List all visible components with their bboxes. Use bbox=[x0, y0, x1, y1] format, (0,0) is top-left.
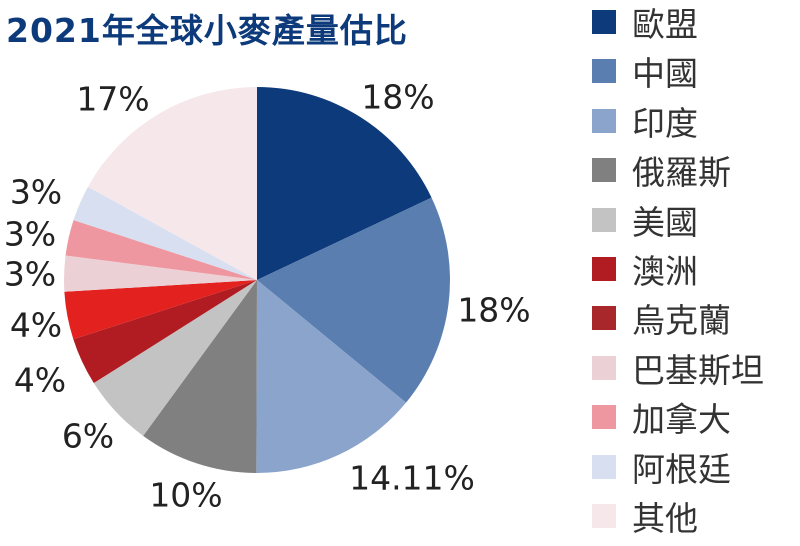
legend-item-11: 其他 bbox=[592, 494, 698, 538]
legend-swatch bbox=[592, 207, 616, 232]
legend-swatch bbox=[592, 405, 616, 430]
legend-item-4: 俄羅斯 bbox=[592, 148, 731, 192]
data-label-3: 14.11% bbox=[349, 459, 475, 498]
legend-label: 其他 bbox=[632, 499, 698, 538]
data-label-9: 3% bbox=[4, 215, 56, 254]
legend-item-7: 烏克蘭 bbox=[592, 296, 731, 340]
legend-label: 阿根廷 bbox=[632, 449, 731, 489]
pie-slice-11 bbox=[87, 86, 257, 280]
legend-swatch bbox=[592, 158, 616, 183]
data-label-11: 17% bbox=[76, 80, 149, 119]
pie-data-labels: 18%18%14.11%10%6%4%4%3%3%3%17% bbox=[4, 78, 531, 515]
data-label-2: 18% bbox=[457, 291, 530, 330]
legend-item-5: 美國 bbox=[592, 198, 698, 242]
chart-title: 2021年全球小麥產量估比 bbox=[6, 11, 408, 50]
legend-label: 加拿大 bbox=[632, 400, 731, 440]
legend-swatch bbox=[592, 355, 616, 380]
legend-swatch bbox=[592, 454, 616, 479]
legend-item-8: 巴基斯坦 bbox=[592, 346, 764, 390]
legend-label: 烏克蘭 bbox=[632, 301, 731, 341]
legend-item-6: 澳洲 bbox=[592, 247, 698, 291]
legend-label: 中國 bbox=[632, 54, 698, 94]
legend-swatch bbox=[592, 108, 616, 133]
legend-label: 印度 bbox=[632, 103, 698, 143]
data-label-4: 10% bbox=[149, 476, 222, 515]
pie-slice-2 bbox=[257, 197, 450, 403]
pie-slice-7 bbox=[64, 280, 257, 340]
data-label-6: 4% bbox=[14, 361, 66, 400]
pie-slice-8 bbox=[64, 255, 257, 292]
pie-slice-9 bbox=[65, 220, 257, 280]
legend-swatch bbox=[592, 504, 616, 528]
pie-slice-5 bbox=[93, 280, 257, 436]
legend-item-1: 歐盟 bbox=[592, 0, 698, 44]
legend-label: 歐盟 bbox=[632, 5, 698, 44]
pie-slice-10 bbox=[73, 186, 257, 280]
data-label-8: 3% bbox=[4, 255, 56, 294]
data-label-10: 3% bbox=[10, 173, 62, 212]
legend-swatch bbox=[592, 10, 616, 34]
pie-slice-1 bbox=[257, 87, 432, 280]
legend-swatch bbox=[592, 306, 616, 331]
legend-item-9: 加拿大 bbox=[592, 395, 731, 439]
legend-swatch bbox=[592, 257, 616, 281]
legend-label: 俄羅斯 bbox=[632, 153, 731, 193]
legend-item-10: 阿根廷 bbox=[592, 445, 731, 489]
data-label-5: 6% bbox=[62, 417, 114, 456]
data-label-7: 4% bbox=[10, 306, 62, 345]
pie-slice-6 bbox=[73, 280, 257, 384]
legend-item-2: 中國 bbox=[592, 49, 698, 93]
pie-slices bbox=[64, 86, 450, 474]
legend-label: 澳洲 bbox=[632, 252, 698, 291]
legend-label: 美國 bbox=[632, 202, 698, 242]
data-label-1: 18% bbox=[361, 78, 434, 117]
pie-slice-4 bbox=[143, 280, 257, 473]
legend-label: 巴基斯坦 bbox=[632, 350, 764, 390]
legend-item-3: 印度 bbox=[592, 99, 698, 143]
legend-swatch bbox=[592, 59, 616, 84]
pie-slice-3 bbox=[256, 280, 407, 474]
chart-legend: 歐盟中國印度俄羅斯美國澳洲烏克蘭巴基斯坦加拿大阿根廷其他 bbox=[592, 0, 800, 546]
